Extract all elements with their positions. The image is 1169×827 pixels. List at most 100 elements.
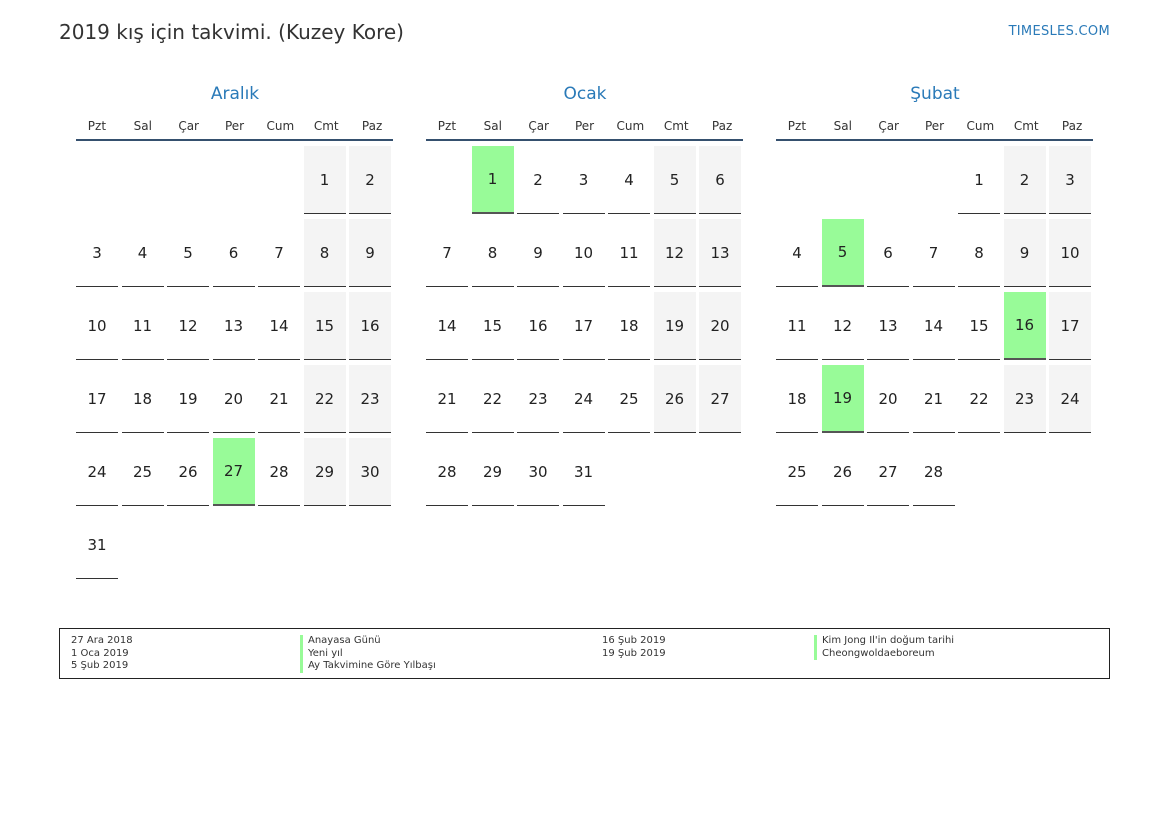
weekday-label: Cum xyxy=(266,119,295,133)
day-cell: 18 xyxy=(608,292,650,360)
day-cell: 13 xyxy=(867,292,909,360)
weekday-label: Çar xyxy=(878,119,899,133)
day-cell: 17 xyxy=(1049,292,1091,360)
empty-cell xyxy=(167,146,209,214)
empty-cell xyxy=(776,146,818,214)
day-cell: 4 xyxy=(608,146,650,214)
day-cell: 17 xyxy=(562,292,605,360)
day-cell: 16 xyxy=(349,292,391,360)
day-cell: 22 xyxy=(471,365,514,433)
weekday-label: Pzt xyxy=(787,119,807,133)
empty-cell xyxy=(122,146,164,214)
weekday-header: Pzt Sal Çar Per Cum Cmt Paz xyxy=(426,106,743,141)
day-cell: 31 xyxy=(562,438,605,506)
day-cell: 9 xyxy=(517,219,559,287)
day-cell: 30 xyxy=(517,438,559,506)
day-cell: 8 xyxy=(958,219,1000,287)
day-cell: 15 xyxy=(958,292,1000,360)
day-cell: 20 xyxy=(867,365,909,433)
day-cell: 9 xyxy=(1003,219,1046,287)
day-cell: 19 xyxy=(167,365,209,433)
day-cell: 12 xyxy=(167,292,209,360)
legend-holiday-name: Yeni yıl xyxy=(300,647,436,660)
month-calendar: Ocak Pzt Sal Çar Per Cum Cmt Paz 1 2 3 4 5 6 7 8 9 10 11… xyxy=(426,82,743,506)
empty-cell xyxy=(913,146,955,214)
holiday-day-cell: 1 xyxy=(471,146,514,214)
day-cell: 6 xyxy=(867,219,909,287)
month-name: Şubat xyxy=(910,84,960,104)
empty-cell xyxy=(867,146,909,214)
holiday-day-cell: 16 xyxy=(1003,292,1046,360)
month-name: Ocak xyxy=(563,84,607,104)
day-cell: 3 xyxy=(1049,146,1091,214)
brand-link[interactable]: TIMESLES.COM xyxy=(1008,24,1110,39)
day-cell: 8 xyxy=(471,219,514,287)
day-cell: 23 xyxy=(517,365,559,433)
day-cell: 6 xyxy=(212,219,255,287)
day-cell: 12 xyxy=(821,292,864,360)
day-cell: 23 xyxy=(1003,365,1046,433)
day-cell: 14 xyxy=(258,292,300,360)
empty-cell xyxy=(258,146,300,214)
day-cell: 4 xyxy=(776,219,818,287)
holiday-legend: 27 Ara 2018 1 Oca 2019 5 Şub 2019 Anayas… xyxy=(59,628,1110,679)
legend-dates-left: 27 Ara 2018 1 Oca 2019 5 Şub 2019 xyxy=(71,635,133,673)
day-cell: 29 xyxy=(471,438,514,506)
day-cell: 11 xyxy=(608,219,650,287)
legend-holiday-name: Cheongwoldaeboreum xyxy=(814,647,954,660)
legend-holiday-name: Anayasa Günü xyxy=(300,635,436,648)
day-cell: 1 xyxy=(958,146,1000,214)
day-cell: 16 xyxy=(517,292,559,360)
day-cell: 15 xyxy=(471,292,514,360)
day-cell: 14 xyxy=(426,292,468,360)
day-cell: 7 xyxy=(426,219,468,287)
day-cell: 28 xyxy=(912,438,955,506)
day-cell: 3 xyxy=(76,219,118,287)
day-cell: 3 xyxy=(562,146,605,214)
weekday-label: Çar xyxy=(528,119,549,133)
empty-cell xyxy=(213,146,255,214)
day-cell: 18 xyxy=(776,365,818,433)
day-cell: 26 xyxy=(167,438,209,506)
weekday-label: Paz xyxy=(1061,119,1083,133)
holiday-day-cell: 5 xyxy=(821,219,864,287)
day-cell: 28 xyxy=(258,438,300,506)
day-cell: 24 xyxy=(562,365,605,433)
day-cell: 4 xyxy=(121,219,164,287)
day-cell: 19 xyxy=(653,292,696,360)
day-cell: 25 xyxy=(121,438,164,506)
day-cell: 5 xyxy=(167,219,209,287)
day-cell: 11 xyxy=(776,292,818,360)
weekday-label: Sal xyxy=(133,119,152,133)
day-cell: 10 xyxy=(1049,219,1091,287)
weekday-label: Cum xyxy=(966,119,995,133)
legend-date: 5 Şub 2019 xyxy=(71,660,129,671)
holiday-day-cell: 19 xyxy=(821,365,864,433)
day-cell: 30 xyxy=(349,438,391,506)
page-title: 2019 kış için takvimi. (Kuzey Kore) xyxy=(59,20,404,44)
day-cell: 20 xyxy=(212,365,255,433)
day-cell: 26 xyxy=(821,438,864,506)
month-name: Aralık xyxy=(210,84,260,104)
weekday-label: Çar xyxy=(178,119,199,133)
day-cell: 21 xyxy=(912,365,955,433)
legend-date: 19 Şub 2019 xyxy=(602,647,666,659)
weekday-label: Pzt xyxy=(87,119,107,133)
holiday-day-cell: 27 xyxy=(212,438,255,506)
weekday-header: Pzt Sal Çar Per Cum Cmt Paz xyxy=(776,106,1093,141)
legend-holiday-name: Ay Takvimine Göre Yılbaşı xyxy=(300,660,436,673)
day-cell: 2 xyxy=(349,146,391,214)
month-calendar: Şubat Pzt Sal Çar Per Cum Cmt Paz 1 2 3 4 5 6 7 8 9 10 1… xyxy=(776,82,1093,506)
day-cell: 13 xyxy=(699,219,741,287)
day-cell: 11 xyxy=(121,292,164,360)
day-cell: 25 xyxy=(608,365,650,433)
weekday-label: Per xyxy=(574,119,595,133)
day-cell: 27 xyxy=(867,438,909,506)
day-grid: 1 2 3 4 5 6 7 8 9 10 11 12 13 14 15 16 17 18 19 20 21 22 23 24 2… xyxy=(776,146,1093,506)
day-cell: 1 xyxy=(303,146,346,214)
day-cell: 10 xyxy=(76,292,118,360)
weekday-label: Pzt xyxy=(437,119,457,133)
day-cell: 7 xyxy=(912,219,955,287)
legend-date: 1 Oca 2019 xyxy=(71,647,129,659)
day-cell: 28 xyxy=(426,438,468,506)
